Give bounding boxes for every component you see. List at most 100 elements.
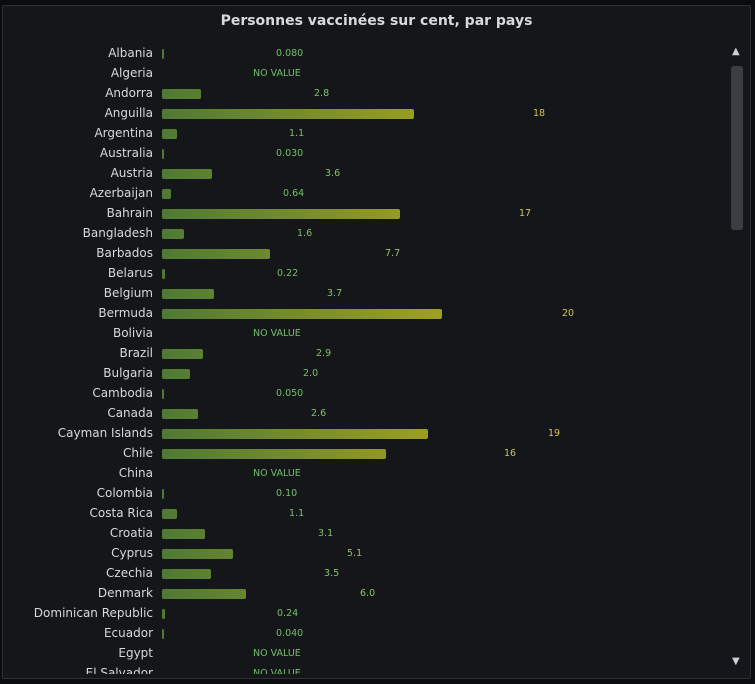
value-label: 0.22 [277, 268, 299, 279]
bar-row: Chile 16 [3, 444, 723, 464]
bar [162, 369, 190, 379]
value-label: 1.1 [289, 128, 305, 139]
country-label: Bahrain [106, 206, 153, 220]
value-label: 3.1 [318, 528, 334, 539]
country-label: El Salvador [85, 666, 153, 674]
bar-row: Cambodia 0.050 [3, 384, 723, 404]
bar-row: Algeria NO VALUE [3, 64, 723, 84]
value-label: 0.080 [276, 48, 304, 59]
country-label: Anguilla [104, 106, 153, 120]
bar-row: Bermuda 20 [3, 304, 723, 324]
country-label: Czechia [106, 566, 153, 580]
country-label: Cyprus [111, 546, 153, 560]
country-label: Cayman Islands [57, 426, 153, 440]
value-label: 0.24 [277, 608, 299, 619]
bar-row: Anguilla 18 [3, 104, 723, 124]
bar [162, 489, 164, 499]
bar [162, 589, 246, 599]
value-label: 5.1 [347, 548, 363, 559]
country-label: Austria [110, 166, 153, 180]
country-label: Ecuador [103, 626, 153, 640]
country-label: Australia [99, 146, 153, 160]
bar-row: Denmark 6.0 [3, 584, 723, 604]
value-label: 18 [533, 108, 546, 119]
value-label: 16 [504, 448, 517, 459]
bar-row: Austria 3.6 [3, 164, 723, 184]
bar-row: Belarus 0.22 [3, 264, 723, 284]
bar-row: Cyprus 5.1 [3, 544, 723, 564]
country-label: Andorra [105, 86, 153, 100]
value-label: 1.1 [289, 508, 305, 519]
bar-row: Canada 2.6 [3, 404, 723, 424]
bar-row: Croatia 3.1 [3, 524, 723, 544]
value-label: 17 [519, 208, 532, 219]
value-label: 3.7 [327, 288, 343, 299]
country-label: Albania [108, 46, 153, 60]
value-label: 6.0 [360, 588, 376, 599]
value-label: 19 [548, 428, 561, 439]
bar [162, 49, 164, 59]
country-label: Argentina [94, 126, 153, 140]
country-label: Barbados [96, 246, 153, 260]
bar-row: Andorra 2.8 [3, 84, 723, 104]
bar-row: Costa Rica 1.1 [3, 504, 723, 524]
scroll-down-icon[interactable]: ▼ [732, 656, 740, 667]
country-label: Denmark [97, 586, 153, 600]
bar [162, 449, 386, 459]
bar [162, 109, 414, 119]
value-label: 7.7 [385, 248, 401, 259]
bar-row: Bahrain 17 [3, 204, 723, 224]
value-label: 20 [562, 308, 575, 319]
country-label: Bolivia [112, 326, 153, 340]
value-label: NO VALUE [253, 68, 301, 79]
bar [162, 529, 205, 539]
scrollbar-thumb[interactable] [731, 66, 743, 230]
value-label: 0.030 [276, 148, 304, 159]
country-label: Canada [107, 406, 153, 420]
value-label: NO VALUE [253, 328, 301, 339]
value-label: 1.6 [297, 228, 313, 239]
country-label: Bulgaria [103, 366, 153, 380]
bar [162, 229, 184, 239]
scroll-up-icon[interactable]: ▲ [732, 46, 740, 57]
value-label: 2.9 [316, 348, 332, 359]
bar-row: Dominican Republic 0.24 [3, 604, 723, 624]
value-label: 0.050 [276, 388, 304, 399]
bar [162, 629, 164, 639]
value-label: 0.040 [276, 628, 304, 639]
bar [162, 569, 211, 579]
bar [162, 189, 171, 199]
bar-row: Australia 0.030 [3, 144, 723, 164]
country-label: Cambodia [92, 386, 153, 400]
value-label: 0.10 [276, 488, 298, 499]
value-label: 2.6 [311, 408, 327, 419]
country-label: Azerbaijan [89, 186, 153, 200]
bar [162, 209, 400, 219]
bar-rows[interactable]: Albania 0.080 Algeria NO VALUE Andorra 2.8 Ang… [3, 44, 723, 674]
bar [162, 349, 203, 359]
bar-row: Cayman Islands 19 [3, 424, 723, 444]
country-label: Dominican Republic [33, 606, 153, 620]
chart-title: Personnes vaccinées sur cent, par pays [220, 13, 533, 29]
value-label: NO VALUE [253, 648, 301, 659]
value-label: 3.5 [324, 568, 340, 579]
country-label: Algeria [110, 66, 153, 80]
country-label: Brazil [119, 346, 154, 360]
bar-row: Argentina 1.1 [3, 124, 723, 144]
value-label: NO VALUE [253, 668, 301, 674]
bar-row: Brazil 2.9 [3, 344, 723, 364]
country-label: China [118, 466, 153, 480]
bar-row: Belgium 3.7 [3, 284, 723, 304]
bar-row: Azerbaijan 0.64 [3, 184, 723, 204]
bar-row: Bulgaria 2.0 [3, 364, 723, 384]
bar [162, 89, 201, 99]
bar-row: Egypt NO VALUE [3, 644, 723, 664]
bar [162, 389, 164, 399]
bar-row: Barbados 7.7 [3, 244, 723, 264]
country-label: Chile [122, 446, 153, 460]
bar-row: Ecuador 0.040 [3, 624, 723, 644]
bar-row: El Salvador NO VALUE [3, 664, 723, 674]
value-label: 0.64 [283, 188, 305, 199]
bar [162, 149, 164, 159]
value-label: NO VALUE [253, 468, 301, 479]
